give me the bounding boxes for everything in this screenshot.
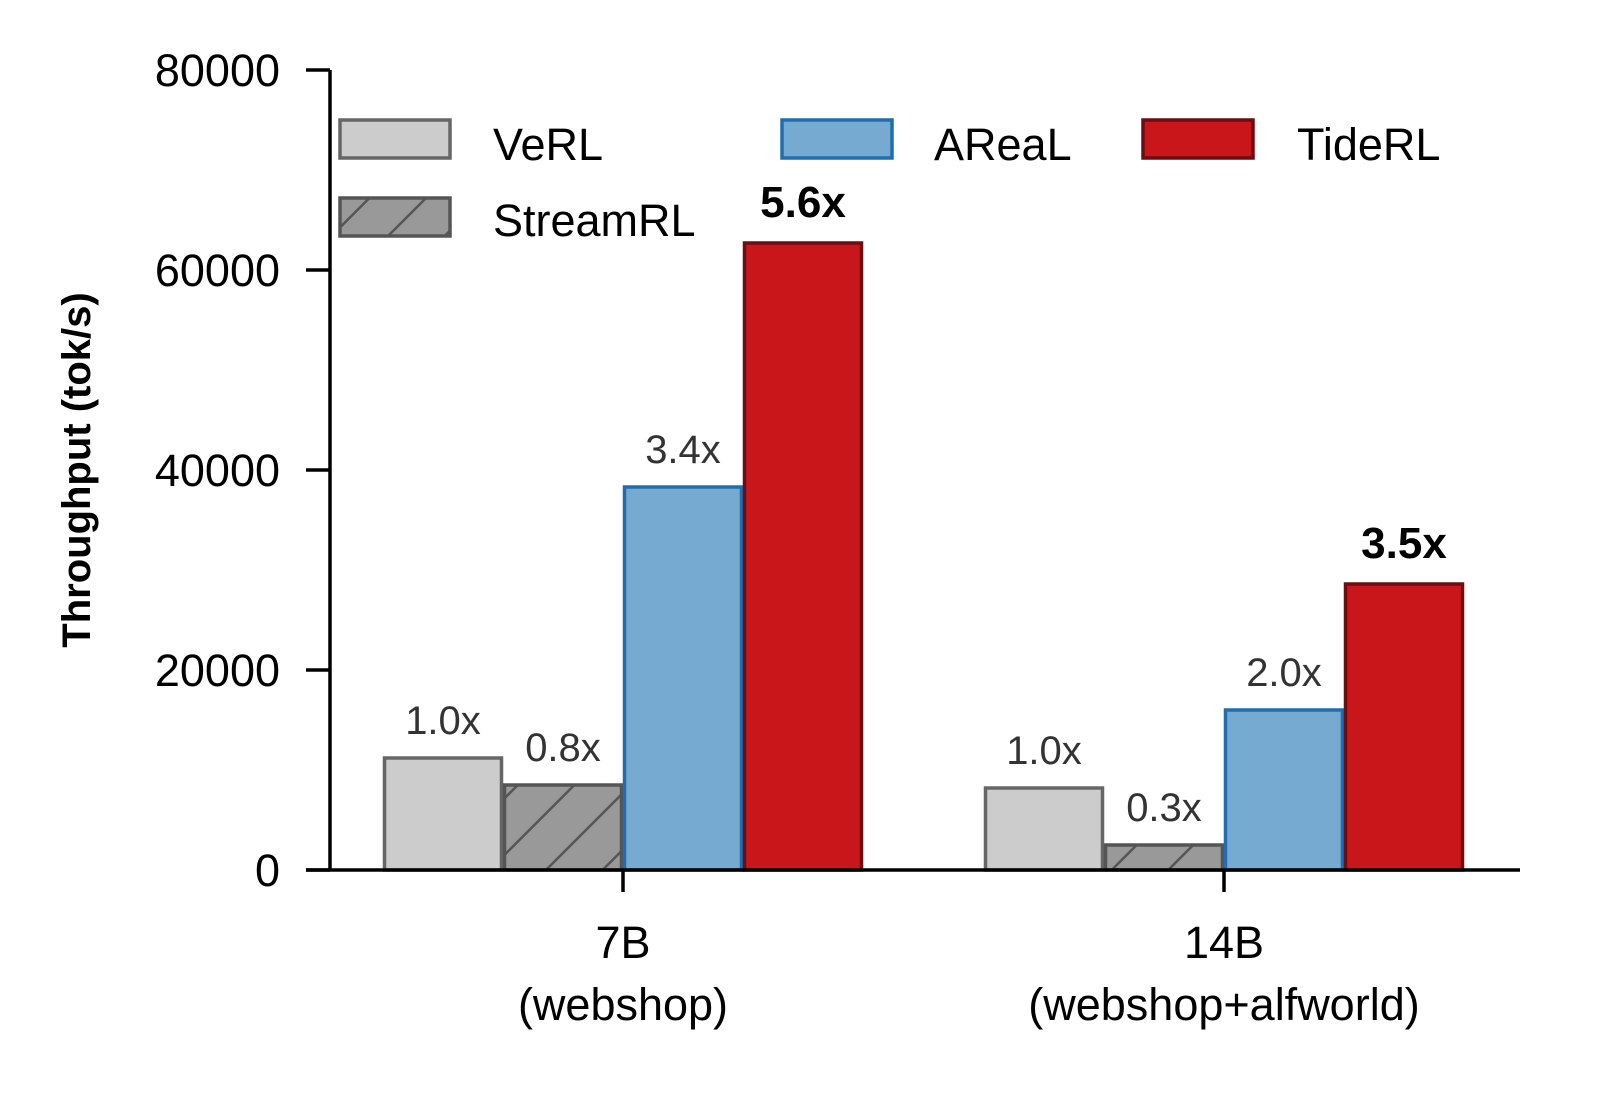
- bar-tiderl-1: [742, 241, 864, 872]
- x-tick-label: 7B: [595, 917, 650, 968]
- data-label: 0.8x: [525, 726, 601, 770]
- data-label: 1.0x: [405, 699, 481, 743]
- y-axis-label: Throughput (tok/s): [55, 292, 99, 647]
- legend-swatch: [1141, 118, 1255, 160]
- plot-area: 1.0x 0.8x 3.4x 5.6x 1.0x 0.3x 2.0x 3.5x: [382, 178, 1465, 872]
- legend-swatch: [338, 196, 452, 238]
- y-tick-label: 0: [255, 845, 280, 896]
- x-tick-label: (webshop): [518, 979, 728, 1030]
- y-axis: 0 20000 40000 60000 80000: [155, 45, 332, 896]
- legend-label: AReaL: [934, 119, 1072, 170]
- bar-streamrl-1: [502, 783, 624, 872]
- legend: VeRL StreamRL AReaL TideRL: [338, 118, 1440, 246]
- legend-item-areal: AReaL: [780, 118, 1072, 170]
- legend-label: TideRL: [1297, 119, 1440, 170]
- bar-areal-2: [1223, 708, 1345, 872]
- y-tick-label: 80000: [155, 45, 280, 96]
- legend-item-streamrl: StreamRL: [338, 195, 696, 246]
- bar-tiderl-2: [1343, 582, 1465, 872]
- legend-label: StreamRL: [493, 195, 696, 246]
- legend-item-tiderl: TideRL: [1141, 118, 1440, 170]
- y-tick-label: 20000: [155, 645, 280, 696]
- data-label: 2.0x: [1246, 651, 1322, 695]
- bar-verl-2: [983, 786, 1105, 872]
- x-tick-label: 14B: [1184, 917, 1264, 968]
- legend-swatch: [338, 118, 452, 160]
- x-axis: 7B (webshop) 14B (webshop+alfworld): [306, 868, 1520, 1030]
- legend-swatch: [780, 118, 894, 160]
- legend-item-verl: VeRL: [338, 118, 603, 170]
- x-tick-label: (webshop+alfworld): [1028, 979, 1419, 1030]
- bar-streamrl-2: [1103, 843, 1225, 872]
- legend-label: VeRL: [493, 119, 603, 170]
- data-label: 5.6x: [760, 178, 846, 227]
- y-tick-label: 60000: [155, 245, 280, 296]
- y-tick-label: 40000: [155, 445, 280, 496]
- data-label: 3.5x: [1361, 519, 1447, 568]
- bar-verl-1: [382, 756, 504, 872]
- bar-areal-1: [622, 485, 744, 872]
- data-label: 3.4x: [645, 428, 721, 472]
- data-label: 0.3x: [1126, 786, 1202, 830]
- data-label: 1.0x: [1006, 729, 1082, 773]
